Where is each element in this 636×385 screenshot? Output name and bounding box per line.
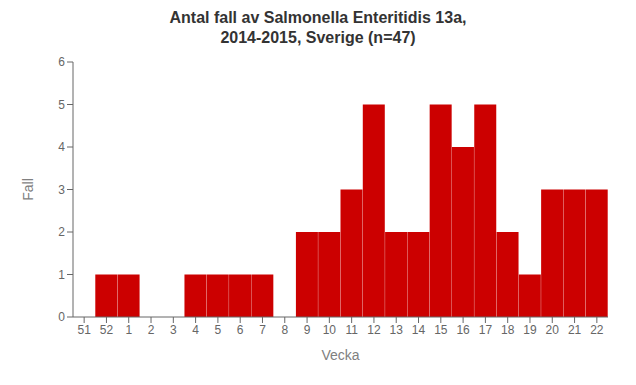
svg-text:1: 1: [58, 268, 65, 282]
svg-text:2: 2: [58, 225, 65, 239]
svg-text:52: 52: [100, 323, 114, 337]
svg-text:5: 5: [215, 323, 222, 337]
svg-text:12: 12: [367, 323, 381, 337]
svg-text:Fall: Fall: [20, 178, 36, 201]
svg-text:Vecka: Vecka: [321, 347, 359, 363]
svg-text:22: 22: [590, 323, 604, 337]
svg-text:4: 4: [58, 140, 65, 154]
svg-text:1: 1: [125, 323, 132, 337]
svg-text:19: 19: [523, 323, 537, 337]
svg-text:15: 15: [434, 323, 448, 337]
svg-text:5: 5: [58, 98, 65, 112]
svg-text:21: 21: [568, 323, 582, 337]
svg-text:8: 8: [281, 323, 288, 337]
svg-text:14: 14: [412, 323, 426, 337]
svg-text:16: 16: [456, 323, 470, 337]
html-text:Antal fall av Salmonella Enter: Antal fall av Salmonella Enteritidis 13a…: [169, 9, 467, 26]
svg-text:3: 3: [170, 323, 177, 337]
svg-text:11: 11: [345, 323, 358, 337]
svg-text:17: 17: [479, 323, 493, 337]
svg-text:3: 3: [58, 183, 65, 197]
svg-text:51: 51: [77, 323, 91, 337]
svg-text:6: 6: [237, 323, 244, 337]
svg-text:4: 4: [192, 323, 199, 337]
svg-text:7: 7: [259, 323, 266, 337]
svg-text:13: 13: [390, 323, 404, 337]
svg-text:18: 18: [501, 323, 515, 337]
html-text:2014-2015, Sverige (n=47): 2014-2015, Sverige (n=47): [220, 29, 416, 46]
svg-text:6: 6: [58, 55, 65, 69]
svg-text:0: 0: [58, 310, 65, 324]
svg-text:9: 9: [304, 323, 311, 337]
svg-text:2: 2: [148, 323, 155, 337]
svg-text:10: 10: [323, 323, 337, 337]
svg-text:20: 20: [546, 323, 560, 337]
